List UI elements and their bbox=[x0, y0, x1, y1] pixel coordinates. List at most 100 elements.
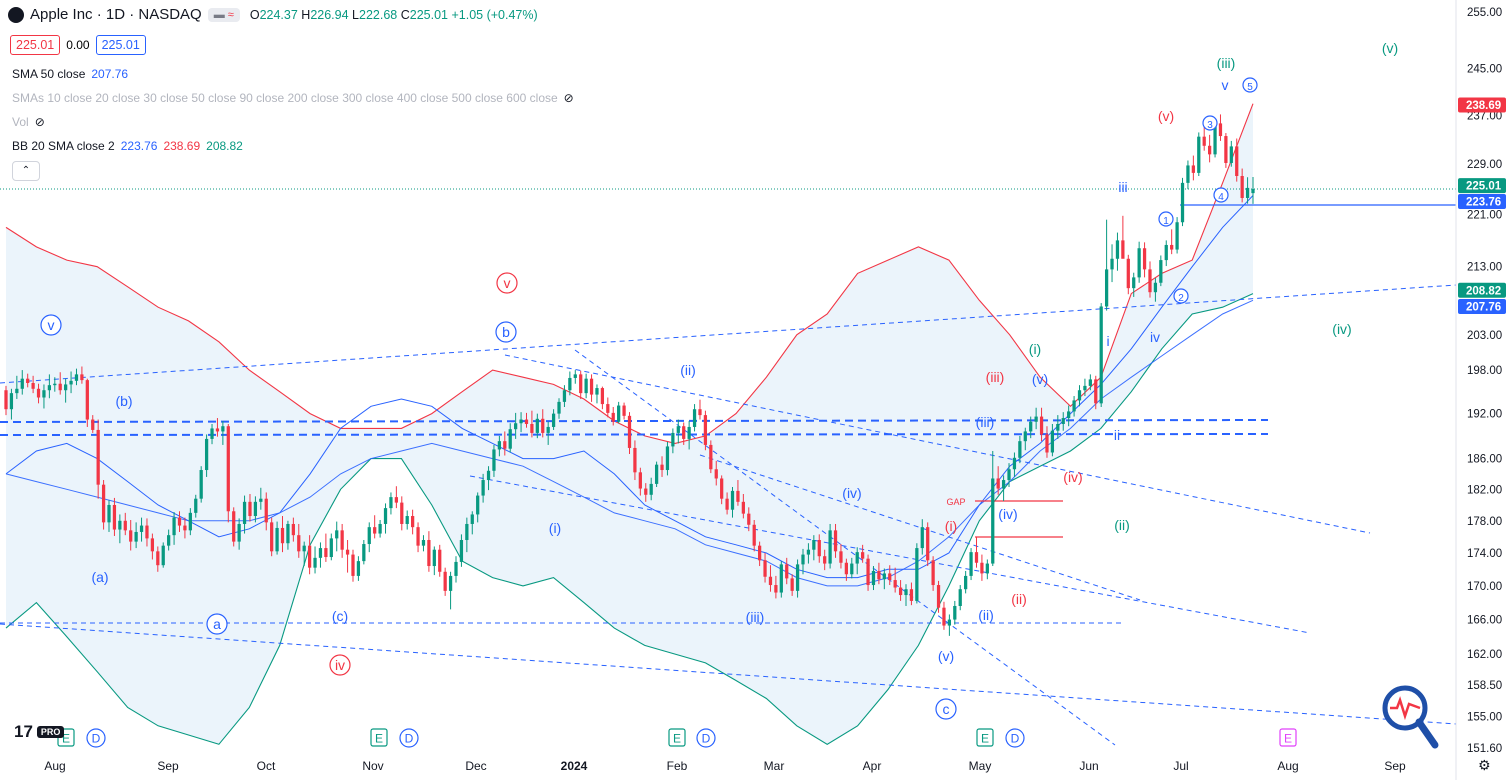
wave-label[interactable]: v bbox=[496, 272, 518, 294]
wave-label[interactable]: GAP bbox=[946, 497, 965, 507]
wave-label-text: (v) bbox=[938, 648, 954, 664]
bb-legend[interactable]: BB 20 SMA close 2 223.76 238.69 208.82 bbox=[12, 139, 243, 153]
time-axis[interactable]: Aug Sep Oct Nov Dec 2024 Feb Mar Apr May Jun Jul Aug… bbox=[44, 759, 1406, 773]
candle bbox=[324, 533, 328, 562]
wave-label-text: iii bbox=[1118, 179, 1127, 195]
price-label-text: 225.01 bbox=[1466, 181, 1502, 193]
candle bbox=[389, 492, 393, 515]
wave-label[interactable]: (iii) bbox=[976, 414, 995, 430]
wave-label[interactable]: (a) bbox=[91, 569, 108, 585]
price-axis[interactable]: 255.00 245.00 237.00 229.00 221.00 213.00 203.… bbox=[1455, 0, 1506, 780]
buy-button[interactable]: 225.01 bbox=[95, 35, 146, 55]
candle bbox=[1034, 407, 1038, 430]
wave-label[interactable]: (v) bbox=[1158, 108, 1174, 124]
wave-label[interactable]: (v) bbox=[938, 648, 954, 664]
wave-label[interactable]: iv bbox=[1150, 329, 1160, 345]
candle bbox=[687, 421, 691, 450]
wave-label[interactable]: (iv) bbox=[1063, 469, 1082, 485]
candle bbox=[714, 460, 718, 486]
price-label-badge: 238.69 bbox=[1458, 97, 1506, 113]
candle bbox=[481, 473, 485, 503]
candle bbox=[579, 370, 583, 399]
earnings-marker[interactable]: E bbox=[370, 728, 388, 747]
wave-label[interactable]: i bbox=[1106, 333, 1109, 349]
wave-label[interactable]: (iii) bbox=[1217, 55, 1236, 71]
candle bbox=[1142, 242, 1147, 278]
wave-label[interactable]: (iv) bbox=[842, 485, 861, 501]
smas-legend[interactable]: SMAs 10 close 20 close 30 close 50 close… bbox=[12, 91, 574, 105]
wave-label[interactable]: (b) bbox=[115, 393, 132, 409]
candle bbox=[1001, 475, 1006, 502]
y-tick-label: 221.00 bbox=[1467, 210, 1502, 222]
dividend-marker[interactable]: D bbox=[399, 728, 419, 748]
candle bbox=[920, 519, 924, 555]
x-tick-label: Aug bbox=[1277, 759, 1298, 773]
candle bbox=[1240, 168, 1244, 203]
sell-button[interactable]: 225.01 bbox=[10, 35, 61, 55]
vol-legend[interactable]: Vol ⊘ bbox=[12, 115, 45, 129]
symbol-title[interactable]: Apple Inc · 1D · NASDAQ bbox=[30, 6, 202, 23]
wave-label[interactable]: (c) bbox=[332, 608, 348, 624]
wave-label[interactable]: (v) bbox=[1382, 40, 1398, 56]
wave-label[interactable]: iv bbox=[329, 654, 351, 676]
earnings-marker[interactable]: E bbox=[668, 728, 686, 747]
eye-hidden-icon[interactable]: ⊘ bbox=[563, 91, 574, 105]
compare-pill[interactable]: ▬ ≈ bbox=[207, 7, 240, 22]
x-tick-label: Jul bbox=[1173, 759, 1188, 773]
dividend-marker[interactable]: D bbox=[86, 728, 106, 748]
candle bbox=[215, 418, 220, 437]
price-label-text: 238.69 bbox=[1466, 100, 1501, 112]
candle bbox=[557, 398, 561, 419]
earnings-marker[interactable]: E bbox=[976, 728, 994, 747]
wave-label[interactable]: c bbox=[935, 698, 957, 720]
candle bbox=[91, 415, 95, 433]
wave-label[interactable]: iii bbox=[1118, 179, 1127, 195]
wave-label[interactable]: (ii) bbox=[1011, 591, 1027, 607]
wave-label-text: b bbox=[502, 324, 510, 340]
wave-label[interactable]: (i) bbox=[1029, 341, 1041, 357]
candle bbox=[1191, 155, 1195, 181]
wave-label[interactable]: (i) bbox=[945, 518, 957, 534]
ohlc-readout: O224.37 H226.94 L222.68 C225.01 +1.05 (+… bbox=[250, 8, 538, 22]
wave-label[interactable]: (ii) bbox=[680, 362, 696, 378]
sma50-legend[interactable]: SMA 50 close 207.76 bbox=[12, 67, 128, 81]
wave-label[interactable]: (ii) bbox=[978, 607, 994, 623]
wave-label[interactable]: 1 bbox=[1158, 211, 1174, 227]
collapse-legend-button[interactable]: ⌃ bbox=[12, 161, 40, 181]
settings-gear-icon[interactable]: ⚙ bbox=[1478, 757, 1491, 773]
wave-label[interactable]: (i) bbox=[549, 520, 561, 536]
wave-label[interactable]: a bbox=[206, 613, 228, 635]
wave-label[interactable]: (iii) bbox=[986, 369, 1005, 385]
wave-label[interactable]: v bbox=[40, 314, 62, 336]
wave-label[interactable]: 3 bbox=[1202, 115, 1218, 131]
wave-label[interactable]: (iii) bbox=[746, 609, 765, 625]
candle bbox=[291, 517, 295, 542]
wave-label[interactable]: ii bbox=[1114, 427, 1120, 443]
wave-label[interactable]: v bbox=[1222, 77, 1229, 93]
y-tick-label: 237.00 bbox=[1467, 111, 1502, 123]
candle bbox=[926, 522, 930, 567]
wave-label[interactable]: (iv) bbox=[998, 506, 1017, 522]
wave-label[interactable]: 4 bbox=[1213, 187, 1229, 203]
wave-label[interactable]: (ii) bbox=[1114, 517, 1130, 533]
candle bbox=[958, 585, 962, 611]
dividend-marker[interactable]: D bbox=[696, 728, 716, 748]
candle bbox=[909, 582, 914, 606]
candle bbox=[1050, 423, 1055, 457]
wave-label[interactable]: 5 bbox=[1242, 77, 1258, 93]
wave-label[interactable]: (v) bbox=[1032, 371, 1048, 387]
candle bbox=[118, 514, 122, 544]
wave-label[interactable]: b bbox=[495, 321, 517, 343]
candle bbox=[801, 548, 805, 575]
earnings-marker[interactable]: E bbox=[1279, 728, 1297, 747]
candle bbox=[253, 496, 258, 523]
bb-lower-line bbox=[5, 293, 1254, 745]
high-label: H bbox=[301, 7, 311, 22]
eye-hidden-icon[interactable]: ⊘ bbox=[34, 115, 45, 129]
wave-label[interactable]: (iv) bbox=[1332, 321, 1351, 337]
wave-label[interactable]: 2 bbox=[1173, 288, 1189, 304]
dividend-marker[interactable]: D bbox=[1005, 728, 1025, 748]
candle bbox=[519, 412, 523, 433]
